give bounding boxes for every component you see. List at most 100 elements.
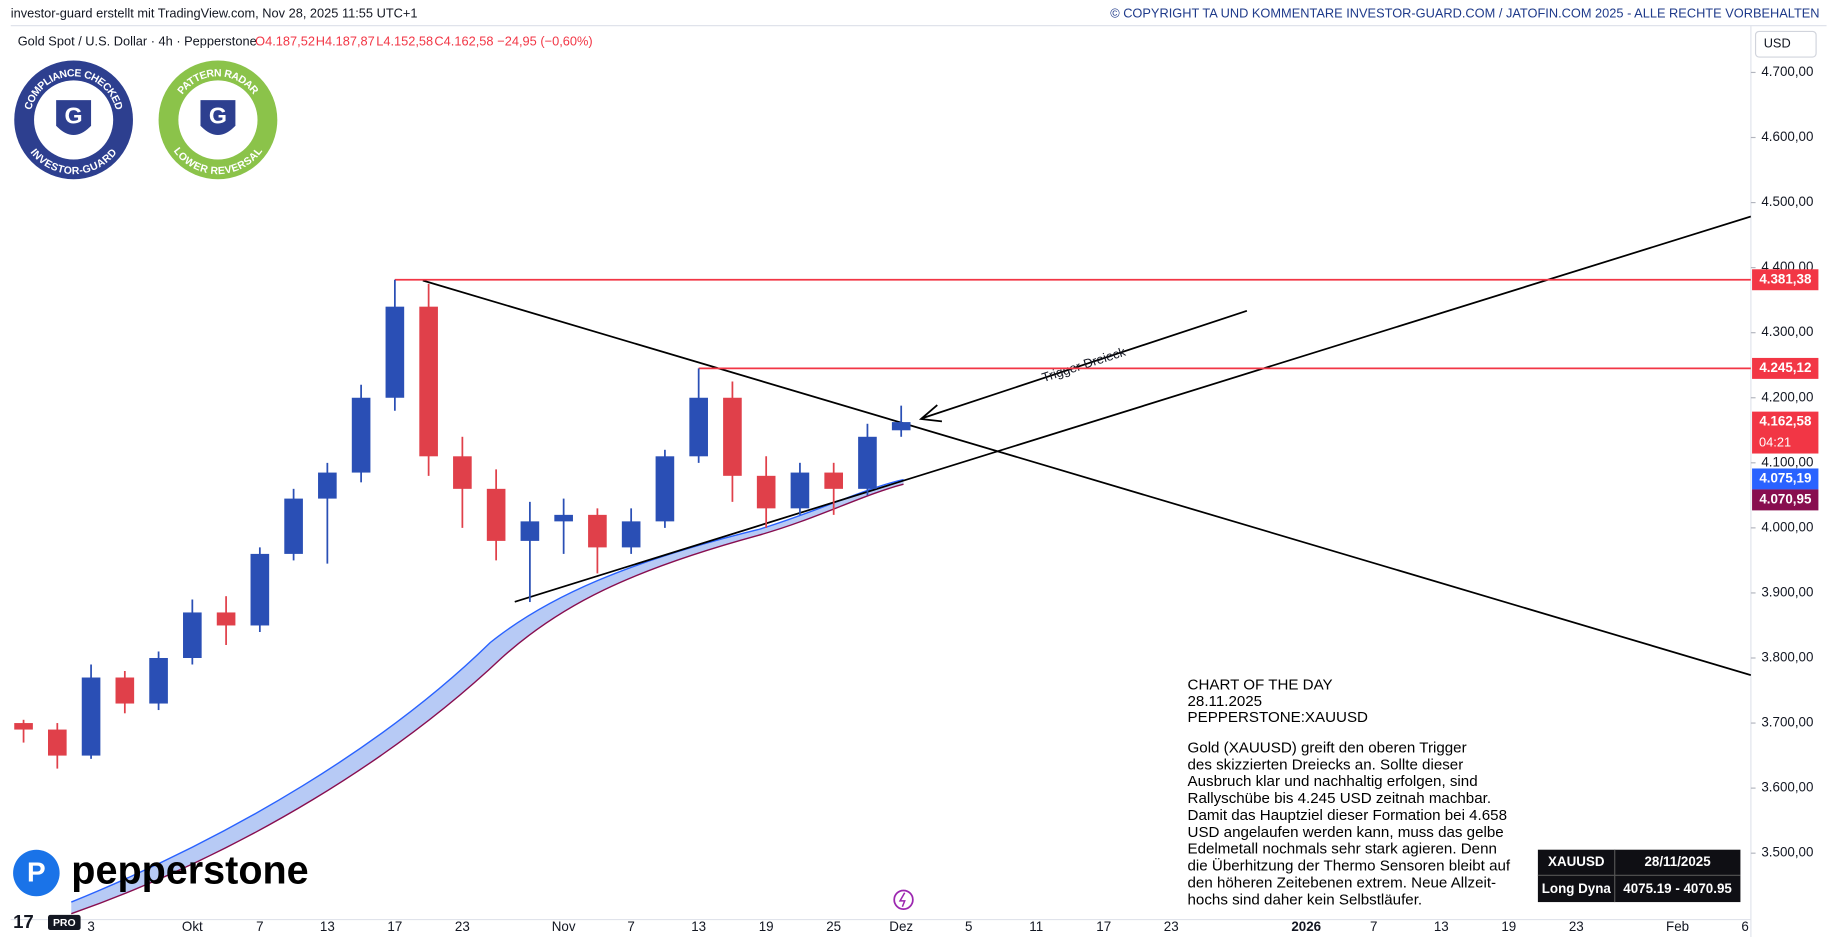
x-tick-label: 23 xyxy=(1569,919,1584,934)
y-tick-label: 3.800,00 xyxy=(1761,650,1813,665)
logo-letter: P xyxy=(27,857,46,888)
axis-tag xyxy=(1752,357,1819,379)
badge-shield xyxy=(200,100,236,136)
tv-pro: PRO xyxy=(53,918,76,929)
candle-body xyxy=(790,472,810,509)
logo-mark xyxy=(13,849,60,897)
note-body: den höheren Zeitebenen extrem. Neue Allz… xyxy=(1188,874,1497,891)
note-body: Rallyschübe bis 4.245 USD zeitnah machba… xyxy=(1188,790,1492,807)
y-tick-label: 4.200,00 xyxy=(1761,389,1813,404)
note-body: Damit das Hauptziel dieser Formation bei… xyxy=(1188,807,1507,824)
note-body: die Überhitzung der Thermo Sensoren blei… xyxy=(1188,857,1511,875)
y-tick-label: 3.900,00 xyxy=(1761,584,1813,599)
candle-body xyxy=(588,514,607,548)
note-line: CHART OF THE DAY xyxy=(1188,677,1333,694)
badge-icon: G xyxy=(65,103,83,129)
y-tick-label: 4.600,00 xyxy=(1761,129,1813,144)
candle-body xyxy=(858,436,877,489)
x-tick-label: 25 xyxy=(826,919,841,934)
trend-lines xyxy=(422,215,1751,676)
x-tick-label: 7 xyxy=(1370,919,1377,934)
x-tick-label: 7 xyxy=(627,919,634,934)
axis-tag xyxy=(1752,468,1819,490)
table-cell: 4075.19 - 4070.95 xyxy=(1623,881,1732,896)
axis-tag xyxy=(1752,489,1819,511)
candle-body xyxy=(756,475,776,509)
candle-body xyxy=(723,397,742,476)
axis-tag-label: 4.381,38 xyxy=(1759,271,1812,286)
y-tick-label: 3.700,00 xyxy=(1761,715,1813,730)
y-tick-label: 4.700,00 xyxy=(1761,64,1813,79)
note-body: Ausbruch klar und nachhaltig erfolgen, s… xyxy=(1188,773,1478,790)
candle-body xyxy=(891,422,911,431)
table-cell: Long Dyna xyxy=(1542,881,1612,896)
x-tick-label: 17 xyxy=(387,919,402,934)
ohlc-legend: −24,95 (−0,60%) xyxy=(497,33,592,48)
x-tick-label: 13 xyxy=(691,919,706,934)
unit-box xyxy=(1754,30,1817,58)
x-tick-label: Dez xyxy=(889,919,913,934)
candle-body xyxy=(621,521,641,548)
ma-band xyxy=(71,479,904,914)
candle-body xyxy=(486,488,506,541)
table-cell: XAUUSD xyxy=(1548,854,1605,869)
x-tick-label: 7 xyxy=(256,919,263,934)
candle-body xyxy=(824,472,843,489)
ohlc-legend: L4.152,58 xyxy=(376,33,433,48)
candle-body xyxy=(655,456,675,522)
note-line: PEPPERSTONE:XAUUSD xyxy=(1188,709,1369,726)
note-body: Edelmetall nochmals sehr stark agieren. … xyxy=(1188,841,1497,858)
candle-body xyxy=(284,498,303,554)
x-tick-label: 6 xyxy=(1741,919,1748,934)
candle-body xyxy=(318,472,337,499)
chart-title: Gold Spot / U.S. Dollar · 4h · Peppersto… xyxy=(18,33,257,48)
ma-lower xyxy=(71,483,904,915)
candle-body xyxy=(419,306,438,457)
x-tick-label: 5 xyxy=(965,919,972,934)
candle-body xyxy=(81,677,101,756)
axis-tag-label: 4.162,58 xyxy=(1759,414,1812,429)
x-tick-label: 19 xyxy=(759,919,774,934)
candle-body xyxy=(48,729,67,756)
event-bolt xyxy=(898,892,906,908)
x-tick-label: 19 xyxy=(1501,919,1516,934)
axis-tag-label: 4.075,19 xyxy=(1759,470,1811,485)
tv-pro-box xyxy=(48,914,81,931)
x-tick-label: 2026 xyxy=(1291,919,1321,934)
trend-line xyxy=(514,215,1751,603)
price-lines xyxy=(394,278,1751,370)
candle-body xyxy=(689,397,708,457)
candle-body xyxy=(554,514,573,522)
axis-tag xyxy=(1752,411,1819,454)
note-body: hochs sind daher kein Selbstläufer. xyxy=(1188,891,1423,908)
x-tick-label: 17 xyxy=(1096,919,1111,934)
x-tick-label: Okt xyxy=(182,919,203,934)
x-tick-label: 13 xyxy=(1434,919,1449,934)
candle-body xyxy=(183,612,202,658)
x-tick-label: 23 xyxy=(455,919,470,934)
x-tick-label: 13 xyxy=(320,919,335,934)
axis-tag-sub: 04:21 xyxy=(1759,434,1791,449)
candle-body xyxy=(453,456,472,489)
y-tick-label: 3.500,00 xyxy=(1761,845,1813,860)
candle-body xyxy=(14,723,33,730)
axis-tag-label: 4.070,95 xyxy=(1759,491,1812,506)
header-left: investor-guard erstellt mit TradingView.… xyxy=(11,5,418,20)
axis-tag xyxy=(1752,269,1819,291)
ohlc-legend: H4.187,87 xyxy=(316,33,375,48)
note-body: USD angelaufen werden kann, muss das gel… xyxy=(1188,824,1504,841)
y-tick-label: 4.000,00 xyxy=(1761,519,1813,534)
candle-body xyxy=(351,397,371,473)
x-tick-label: Nov xyxy=(552,919,576,934)
x-tick-label: 23 xyxy=(1164,919,1179,934)
y-unit: USD xyxy=(1764,36,1791,51)
ma-upper xyxy=(71,478,904,903)
note-body: Gold (XAUUSD) greift den oberen Trigger xyxy=(1188,739,1467,756)
y-tick-label: 4.500,00 xyxy=(1761,194,1813,209)
tv-logo: 17 xyxy=(13,911,34,932)
candle-body xyxy=(520,521,540,541)
note-line: 28.11.2025 xyxy=(1188,693,1263,710)
y-tick-label: 3.600,00 xyxy=(1761,780,1813,795)
